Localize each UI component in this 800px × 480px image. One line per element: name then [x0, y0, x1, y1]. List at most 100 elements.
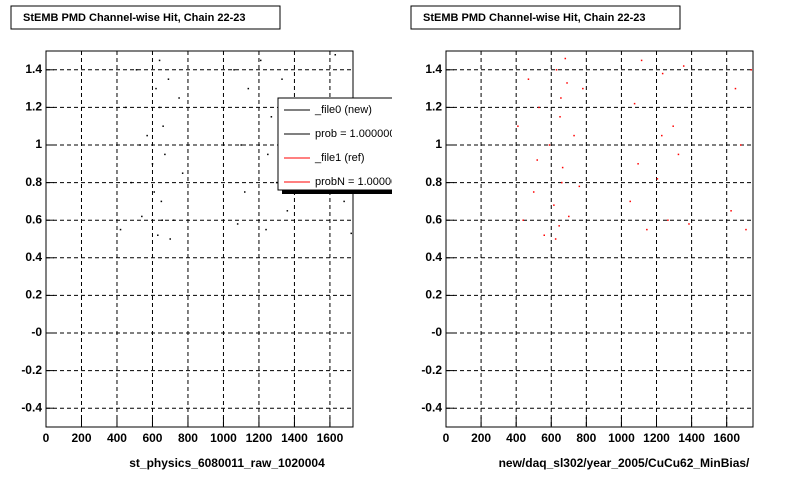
point: [543, 234, 545, 236]
point: [160, 200, 163, 203]
y-tick-label: -0: [31, 325, 42, 339]
point: [275, 181, 278, 184]
point: [560, 97, 562, 99]
point: [554, 238, 557, 240]
y-tick-label: 1.2: [425, 100, 442, 114]
point: [157, 234, 159, 236]
point: [568, 215, 570, 218]
title-box: [10, 5, 281, 30]
point: [139, 144, 141, 146]
point: [553, 204, 555, 206]
point: [527, 78, 530, 80]
y-tick-label: 0.2: [25, 288, 42, 302]
point: [522, 219, 524, 221]
point: [734, 87, 737, 90]
point: [573, 134, 575, 137]
point: [661, 134, 663, 137]
y-tick-label: 0.2: [425, 288, 442, 302]
point: [538, 106, 540, 109]
plot-frame: [445, 50, 754, 428]
point: [141, 215, 143, 218]
point: [559, 116, 561, 118]
point: [536, 159, 538, 161]
x-tick-label: 1600: [317, 431, 344, 445]
point: [633, 102, 636, 105]
title-box: [410, 5, 681, 30]
point: [155, 87, 157, 90]
y-tick-label: 0.6: [425, 212, 442, 226]
legend-label: _file1 (ref): [314, 152, 365, 164]
point: [532, 191, 535, 193]
point: [181, 172, 184, 174]
point: [578, 185, 581, 188]
x-tick-label: 1000: [210, 431, 237, 445]
point: [130, 181, 132, 184]
point: [233, 69, 235, 71]
point: [637, 163, 639, 165]
chart-title: StEMB PMD Channel-wise Hit, Chain 22-23: [423, 12, 645, 24]
point: [561, 181, 563, 184]
x-tick-label: 400: [506, 431, 526, 445]
x-tick-label: 200: [71, 431, 91, 445]
point: [646, 228, 648, 231]
x-tick-label: 600: [541, 431, 561, 445]
point: [558, 225, 560, 227]
point: [343, 200, 345, 203]
x-tick-label: 800: [178, 431, 198, 445]
y-tick-label: -0.2: [21, 363, 42, 377]
x-tick-label: 600: [142, 431, 162, 445]
legend-box: [277, 97, 392, 191]
y-tick-label: 1: [35, 137, 42, 151]
legend-label: probN = 1.000000: [315, 176, 403, 188]
y-tick-label: 1.4: [425, 62, 442, 76]
point: [334, 54, 337, 56]
legend-label: _file0 (new): [314, 104, 372, 116]
point: [656, 178, 659, 180]
point: [350, 232, 352, 235]
x-tick-label: 1400: [281, 431, 308, 445]
point: [169, 238, 171, 240]
point: [548, 144, 551, 146]
x-tick-label: 1200: [643, 431, 670, 445]
point: [582, 87, 584, 90]
point: [167, 78, 170, 80]
point: [661, 72, 664, 75]
point: [281, 78, 283, 80]
x-tick-label: 800: [576, 431, 596, 445]
x-axis-label: new/daq_sl302/year_2005/CuCu62_MinBias/: [499, 456, 750, 470]
point: [240, 144, 242, 146]
point: [750, 69, 752, 71]
y-tick-label: -0.2: [421, 363, 442, 377]
x-tick-label: 200: [471, 431, 491, 445]
x-tick-label: 1400: [678, 431, 705, 445]
point: [146, 134, 148, 137]
point: [517, 125, 519, 127]
point: [161, 219, 163, 221]
point: [244, 191, 246, 193]
x-tick-label: 400: [107, 431, 127, 445]
point: [162, 125, 164, 127]
point: [119, 228, 122, 231]
point: [158, 106, 161, 109]
y-tick-label: -0.4: [21, 400, 42, 414]
point: [286, 210, 289, 212]
y-tick-label: 1.2: [25, 100, 42, 114]
y-tick-label: 0.6: [25, 212, 42, 226]
y-tick-label: 0.8: [425, 175, 442, 189]
point: [564, 57, 567, 60]
point: [640, 59, 643, 62]
legend-label: prob = 1.000000: [315, 128, 395, 140]
chart-title: StEMB PMD Channel-wise Hit, Chain 22-23: [23, 12, 245, 24]
point: [555, 69, 558, 71]
point: [259, 59, 262, 62]
x-tick-label: 1000: [608, 431, 635, 445]
point: [125, 106, 127, 109]
point: [672, 125, 674, 127]
point: [561, 166, 564, 169]
point: [135, 69, 138, 71]
point: [270, 116, 273, 118]
y-tick-label: 1: [435, 137, 442, 151]
y-tick-label: 0.4: [25, 250, 42, 264]
point: [267, 153, 269, 156]
point: [158, 59, 161, 62]
